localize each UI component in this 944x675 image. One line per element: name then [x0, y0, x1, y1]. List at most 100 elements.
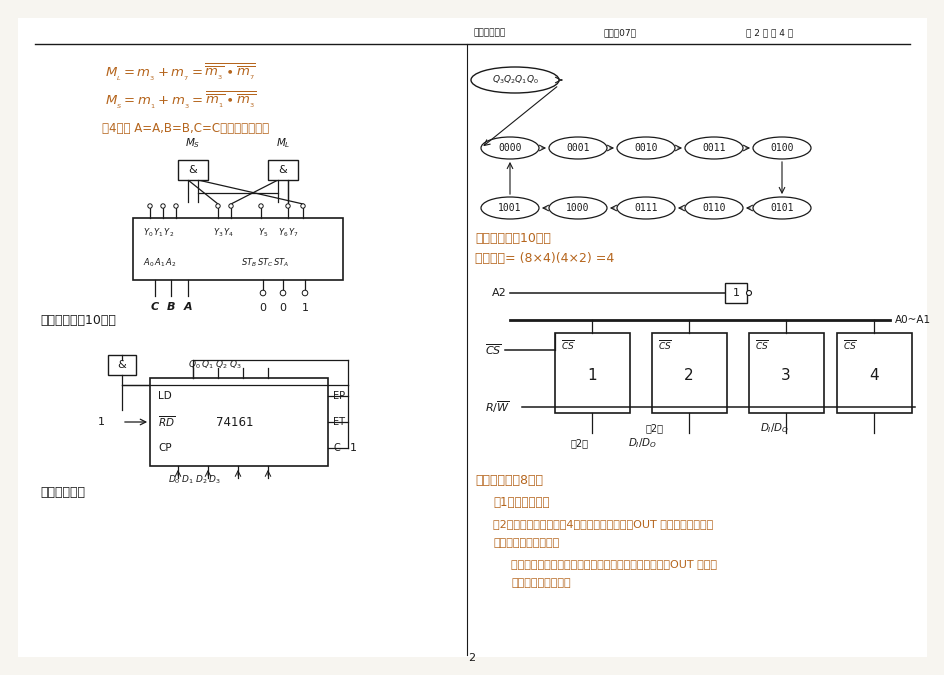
Text: 八．（本大顉10分）: 八．（本大顉10分）: [475, 232, 550, 244]
Text: 0100: 0100: [769, 143, 793, 153]
Text: 九．（本大题8分）: 九．（本大题8分）: [475, 473, 543, 487]
Circle shape: [259, 204, 263, 208]
Text: $Y_5$: $Y_5$: [258, 227, 268, 239]
Text: &: &: [117, 360, 126, 370]
Text: 充放电，扬声器响。: 充放电，扬声器响。: [511, 578, 570, 588]
Text: $A_0\,A_1\,A_2$: $A_0\,A_1\,A_2$: [143, 256, 177, 269]
Text: （1）多谐振荡器: （1）多谐振荡器: [493, 495, 548, 508]
Text: 0001: 0001: [565, 143, 589, 153]
Bar: [133, 218, 343, 280]
Text: $M_L$: $M_L$: [276, 136, 290, 150]
Text: 所需片数= (8×4)(4×2) =4: 所需片数= (8×4)(4×2) =4: [475, 252, 614, 265]
Text: 次态转换图：: 次态转换图：: [40, 487, 85, 499]
Text: &: &: [278, 165, 287, 175]
Circle shape: [228, 204, 233, 208]
Circle shape: [746, 290, 750, 296]
Text: （2）细铜丝未碰断前，4号管复位信号有效，OUT 输出为低电平，电: （2）细铜丝未碰断前，4号管复位信号有效，OUT 输出为低电平，电: [493, 519, 713, 529]
Text: 74161: 74161: [216, 416, 254, 429]
Text: $\overline{CS}$: $\overline{CS}$: [754, 338, 768, 352]
Text: CP: CP: [158, 443, 172, 453]
Text: 1: 1: [301, 303, 308, 313]
Bar: [268, 160, 297, 180]
Circle shape: [260, 290, 265, 296]
Circle shape: [302, 290, 308, 296]
Text: 0010: 0010: [633, 143, 657, 153]
Text: 低2位: 低2位: [646, 423, 664, 433]
Text: 1: 1: [732, 288, 739, 298]
Text: 0: 0: [279, 303, 286, 313]
Bar: [651, 333, 726, 413]
Bar: [150, 378, 328, 466]
Bar: [749, 333, 823, 413]
Ellipse shape: [684, 137, 742, 159]
Circle shape: [174, 204, 178, 208]
Text: $ST_B\,ST_C\,ST_A$: $ST_B\,ST_C\,ST_A$: [241, 256, 289, 269]
Text: EP: EP: [332, 391, 345, 401]
Text: 0111: 0111: [633, 203, 657, 213]
Text: $\overline{CS}$: $\overline{CS}$: [657, 338, 671, 352]
Text: 3: 3: [781, 367, 790, 383]
Text: A2: A2: [492, 288, 506, 298]
Text: 2: 2: [468, 653, 475, 663]
Text: $M_{_L} = m_{_3} + m_{_7} = \overline{\overline{m_{_3}} \bullet \overline{m_{_7}: $M_{_L} = m_{_3} + m_{_7} = \overline{\o…: [105, 61, 256, 82]
Text: 数字处07版: 数字处07版: [603, 28, 636, 38]
Ellipse shape: [616, 197, 674, 219]
Bar: [724, 283, 746, 303]
Text: LD: LD: [158, 391, 172, 401]
Bar: [554, 333, 630, 413]
Text: 0011: 0011: [701, 143, 725, 153]
Ellipse shape: [480, 137, 538, 159]
Text: $M_S$: $M_S$: [185, 136, 200, 150]
Text: 第 2 页 共 4 页: 第 2 页 共 4 页: [746, 28, 793, 38]
Text: $\overline{CS}$: $\overline{CS}$: [484, 343, 501, 357]
Bar: [108, 355, 136, 375]
Text: $R/\overline{W}$: $R/\overline{W}$: [484, 399, 509, 415]
Ellipse shape: [684, 197, 742, 219]
Ellipse shape: [752, 197, 810, 219]
Text: $Y_0\,Y_1\,Y_2$: $Y_0\,Y_1\,Y_2$: [143, 227, 174, 239]
Circle shape: [280, 290, 285, 296]
Text: 细铜丝被碰断后，复位信号无效，电路为多谐振荡器，OUT 端电容: 细铜丝被碰断后，复位信号无效，电路为多谐振荡器，OUT 端电容: [511, 559, 716, 569]
Text: 1: 1: [586, 367, 597, 383]
Circle shape: [285, 204, 290, 208]
Text: $Y_6\,Y_7$: $Y_6\,Y_7$: [278, 227, 298, 239]
Ellipse shape: [616, 137, 674, 159]
Text: ET: ET: [332, 417, 345, 427]
Ellipse shape: [480, 197, 538, 219]
Text: （4）令 A=A,B=B,C=C，画出电路图：: （4）令 A=A,B=B,C=C，画出电路图：: [102, 122, 269, 134]
Ellipse shape: [548, 197, 606, 219]
Text: C: C: [332, 443, 340, 453]
Ellipse shape: [752, 137, 810, 159]
Text: 七．（本大顉10分）: 七．（本大顉10分）: [40, 313, 116, 327]
Text: $M_{_S} = m_{_1} + m_{_3} = \overline{\overline{m_{_1}} \bullet \overline{m_{_3}: $M_{_S} = m_{_1} + m_{_3} = \overline{\o…: [105, 90, 256, 111]
Text: 2: 2: [683, 367, 693, 383]
Circle shape: [300, 204, 305, 208]
Text: 1001: 1001: [497, 203, 521, 213]
Bar: [177, 160, 208, 180]
Text: 容断路，扬声器不响；: 容断路，扬声器不响；: [493, 538, 559, 548]
Text: 1: 1: [97, 417, 108, 427]
Text: $Q_3Q_2Q_1Q_0$: $Q_3Q_2Q_1Q_0$: [491, 74, 538, 86]
Text: 4: 4: [868, 367, 878, 383]
Text: $\overline{RD}$: $\overline{RD}$: [158, 414, 175, 429]
Text: 1: 1: [349, 443, 357, 453]
Text: 0101: 0101: [769, 203, 793, 213]
Text: $Y_3\,Y_4$: $Y_3\,Y_4$: [212, 227, 234, 239]
Text: 重庆大学试卷: 重庆大学试卷: [473, 28, 506, 38]
Text: $\overline{CS}$: $\overline{CS}$: [561, 338, 574, 352]
Text: A0~A1: A0~A1: [894, 315, 930, 325]
Text: A: A: [183, 302, 193, 312]
Text: $D_I/D_O$: $D_I/D_O$: [759, 421, 788, 435]
Text: $D_0\;D_1\;D_2\;D_3$: $D_0\;D_1\;D_2\;D_3$: [168, 474, 221, 486]
Text: $\overline{CS}$: $\overline{CS}$: [842, 338, 856, 352]
Circle shape: [147, 204, 152, 208]
Text: 1000: 1000: [565, 203, 589, 213]
Text: C: C: [151, 302, 159, 312]
Ellipse shape: [470, 67, 559, 93]
Circle shape: [160, 204, 165, 208]
Text: $Q_0\;Q_1\;Q_2\;Q_3$: $Q_0\;Q_1\;Q_2\;Q_3$: [188, 358, 242, 371]
Text: 0: 0: [260, 303, 266, 313]
Bar: [836, 333, 911, 413]
Text: 高2位: 高2位: [570, 438, 588, 448]
Text: 0000: 0000: [497, 143, 521, 153]
